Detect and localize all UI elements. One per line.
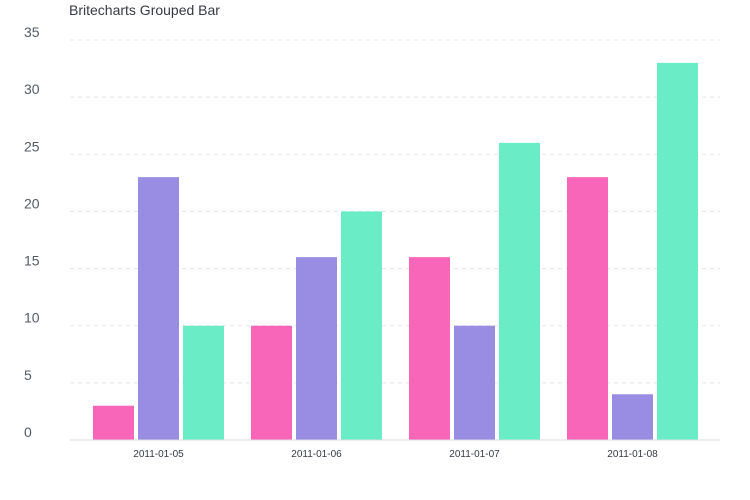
y-tick-label: 30 xyxy=(24,81,40,97)
bar[interactable] xyxy=(567,177,608,440)
y-tick-label: 5 xyxy=(24,367,32,383)
chart-title: Britecharts Grouped Bar xyxy=(69,2,220,18)
bar[interactable] xyxy=(93,405,134,440)
x-tick-label: 2011-01-06 xyxy=(291,449,342,460)
y-tick-label: 0 xyxy=(24,424,32,440)
bar[interactable] xyxy=(138,177,179,440)
x-tick-label: 2011-01-07 xyxy=(449,449,500,460)
bar[interactable] xyxy=(612,394,653,440)
bar[interactable] xyxy=(409,257,450,440)
bar[interactable] xyxy=(251,325,292,440)
bars xyxy=(93,62,698,440)
y-tick-label: 20 xyxy=(24,195,40,211)
bar[interactable] xyxy=(657,62,698,440)
bar[interactable] xyxy=(341,211,382,440)
x-tick-label: 2011-01-05 xyxy=(133,449,184,460)
x-tick-label: 2011-01-08 xyxy=(607,449,658,460)
y-tick-label: 25 xyxy=(24,138,40,154)
y-tick-label: 15 xyxy=(24,253,40,269)
bar[interactable] xyxy=(296,257,337,440)
y-tick-label: 10 xyxy=(24,310,40,326)
y-tick-label: 35 xyxy=(24,24,40,40)
bar[interactable] xyxy=(499,142,540,440)
x-axis-ticks: 2011-01-05 2011-01-06 2011-01-07 2011-01-08 xyxy=(133,449,658,460)
y-axis-ticks: 0 5 10 15 20 25 30 35 xyxy=(24,24,40,440)
bar[interactable] xyxy=(183,325,224,440)
bar[interactable] xyxy=(454,325,495,440)
